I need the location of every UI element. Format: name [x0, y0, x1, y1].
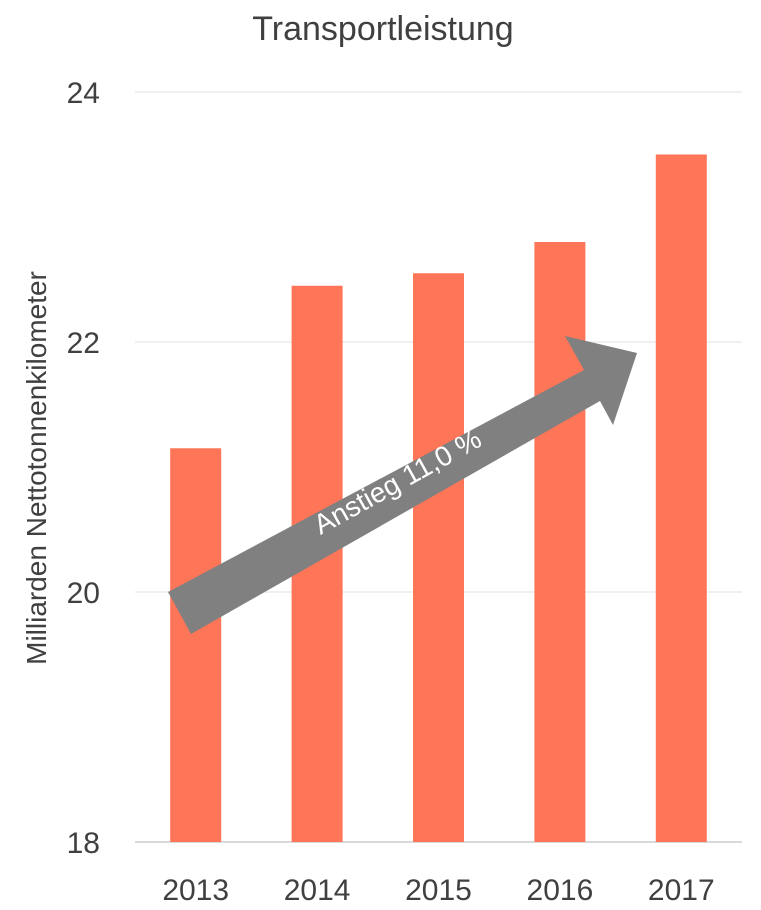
- y-tick-label: 20: [67, 577, 100, 610]
- x-tick-labels: 2013 2014 2015 2016 2017: [162, 874, 714, 907]
- x-tick-label: 2013: [162, 874, 229, 907]
- bars: [170, 154, 707, 842]
- x-tick-label: 2015: [405, 874, 472, 907]
- y-tick-labels: 18 20 22 24: [67, 77, 100, 860]
- bar-2017: [655, 154, 707, 842]
- x-tick-label: 2017: [648, 874, 715, 907]
- bar-2015: [413, 273, 464, 842]
- y-tick-label: 18: [67, 827, 100, 860]
- y-axis-label: Milliarden Nettotonnenkilometer: [21, 271, 52, 665]
- chart-title: Transportleistung: [252, 10, 513, 48]
- bar-2016: [534, 242, 586, 842]
- bar-2013: [170, 448, 222, 842]
- y-tick-label: 22: [67, 327, 100, 360]
- x-tick-label: 2016: [527, 874, 594, 907]
- y-tick-label: 24: [67, 77, 100, 110]
- x-tick-label: 2014: [284, 874, 351, 907]
- arrow-shape: [168, 336, 637, 634]
